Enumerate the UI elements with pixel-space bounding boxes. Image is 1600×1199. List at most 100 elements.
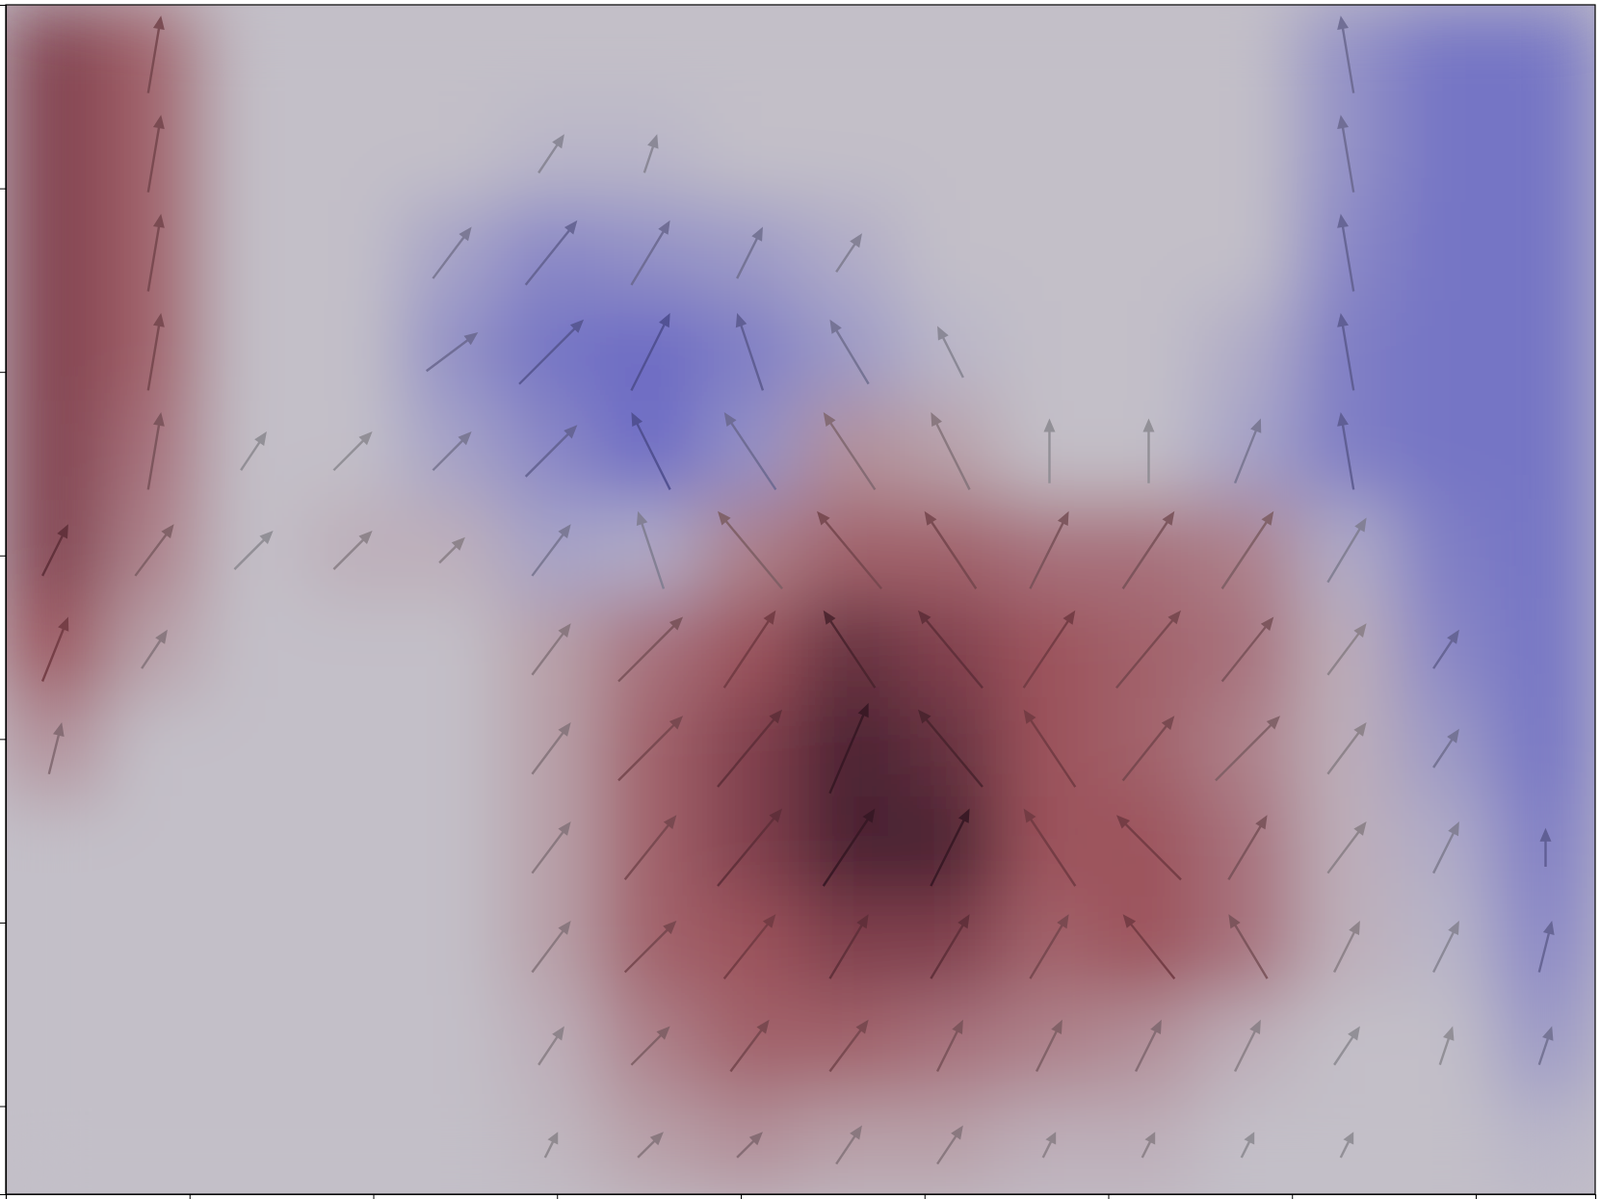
heatmap-cell	[1197, 1094, 1299, 1195]
tick	[740, 1194, 742, 1199]
tick-mark	[0, 188, 6, 190]
arrow	[1035, 1020, 1063, 1073]
heatmap-cell	[1098, 995, 1200, 1097]
tick-mark	[0, 371, 6, 373]
arrow	[1141, 1131, 1155, 1158]
arrow	[1028, 914, 1069, 980]
heatmap-cell	[1495, 400, 1596, 502]
arrow	[1214, 715, 1281, 782]
heatmap-cell	[104, 697, 206, 799]
heatmap-cell	[1296, 400, 1398, 502]
heatmap-cell	[600, 697, 702, 799]
heatmap-cell	[1098, 400, 1200, 502]
arrow	[735, 313, 764, 392]
arrow	[724, 412, 778, 491]
arrow	[333, 431, 373, 472]
arrow	[1123, 914, 1177, 980]
heatmap-cell	[1495, 995, 1596, 1097]
tick	[0, 371, 6, 373]
heatmap	[5, 4, 1596, 1195]
heatmap-cell	[1296, 499, 1398, 602]
heatmap-cell	[1098, 895, 1200, 997]
arrow	[629, 313, 670, 392]
quiver	[41, 15, 1555, 1165]
arrow	[723, 610, 777, 689]
arrow	[716, 809, 783, 888]
arrow	[617, 715, 683, 782]
heatmap-cell	[798, 995, 900, 1097]
heatmap-cell	[302, 697, 404, 799]
tick	[556, 1194, 558, 1199]
arrow	[624, 920, 677, 973]
heatmap-cell	[1197, 400, 1299, 502]
heatmap-cell	[600, 301, 702, 403]
heatmap-cell	[500, 103, 603, 205]
heatmap-cell	[500, 301, 603, 403]
heatmap-cell	[1395, 400, 1497, 502]
heatmap-cell	[1395, 1094, 1497, 1195]
arrow	[147, 15, 165, 94]
arrow	[530, 623, 571, 676]
arrow	[1221, 616, 1275, 682]
tick	[1108, 1194, 1110, 1199]
heatmap-cell	[401, 202, 503, 304]
heatmap-cell	[203, 697, 305, 799]
heatmap-cell	[500, 4, 603, 105]
heatmap-cell	[104, 103, 206, 205]
arrow	[1233, 419, 1261, 484]
arrow	[1326, 623, 1366, 676]
arrow	[432, 431, 473, 472]
heatmap-cell	[798, 895, 900, 997]
arrow	[1022, 610, 1076, 689]
heatmap-cell	[1495, 301, 1596, 403]
heatmap-cell	[699, 1094, 801, 1195]
heatmap-cell	[1495, 103, 1596, 205]
heatmap-cell	[600, 796, 702, 898]
heatmap-cell	[1098, 796, 1200, 898]
heatmap-cell	[5, 697, 106, 799]
heatmap-cell	[5, 499, 106, 602]
heatmap-cell	[699, 4, 801, 105]
heatmap-cell	[1296, 895, 1398, 997]
heatmap-cell	[302, 301, 404, 403]
arrow	[41, 524, 69, 577]
tick	[1475, 1194, 1477, 1199]
heatmap-cell	[998, 499, 1101, 602]
heatmap-cell	[500, 697, 603, 799]
heatmap-cell	[500, 599, 603, 701]
arrow	[530, 821, 571, 874]
arrow	[1339, 1131, 1354, 1158]
heatmap-cell	[203, 103, 305, 205]
tick	[189, 1194, 191, 1199]
heatmap-cell	[699, 301, 801, 403]
heatmap-cell	[899, 4, 1001, 105]
heatmap-cell	[798, 599, 900, 701]
tick	[924, 1194, 926, 1199]
heatmap-cell	[104, 400, 206, 502]
heatmap-cell	[998, 4, 1101, 105]
heatmap-cell	[998, 995, 1101, 1097]
heatmap-cell	[1197, 895, 1299, 997]
heatmap-cell	[1296, 796, 1398, 898]
heatmap-cell	[104, 499, 206, 602]
heatmap-cell	[1098, 697, 1200, 799]
axis-line	[6, 1195, 1597, 1199]
heatmap-cell	[1495, 599, 1596, 701]
heatmap-cell	[1296, 202, 1398, 304]
arrow	[41, 616, 69, 682]
heatmap-cell	[1296, 4, 1398, 105]
heatmap-cell	[798, 103, 900, 205]
heatmap-cell	[1395, 202, 1497, 304]
arrow	[1134, 1020, 1162, 1073]
heatmap-cell	[5, 796, 106, 898]
heatmap-cell	[600, 599, 702, 701]
arrow	[1233, 1020, 1261, 1073]
arrow	[1116, 814, 1182, 881]
arrow	[234, 530, 274, 571]
heatmap-cell	[798, 1094, 900, 1195]
heatmap-cell	[302, 995, 404, 1097]
heatmap-cell	[1197, 499, 1299, 602]
heatmap-cell	[899, 400, 1001, 502]
tick	[373, 1194, 375, 1199]
arrow	[1337, 213, 1355, 292]
